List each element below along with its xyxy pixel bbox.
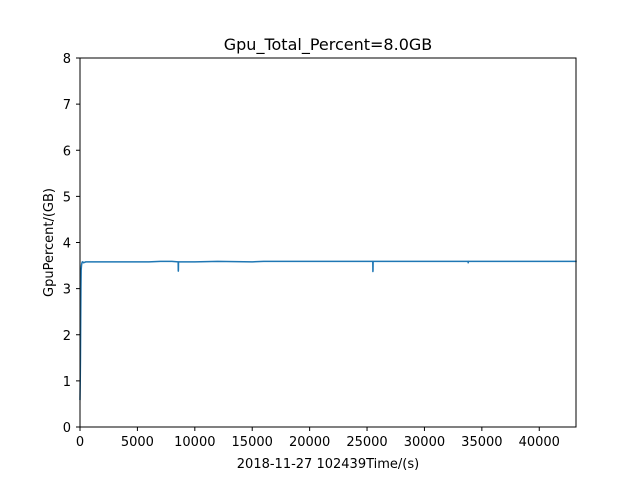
plot-area-frame (79, 57, 577, 428)
chart-title: Gpu_Total_Percent=8.0GB (224, 35, 433, 55)
x-axis-label: 2018-11-27 102439Time/(s) (237, 457, 419, 472)
x-tick-label: 25000 (346, 435, 387, 450)
y-tick-label: 4 (63, 237, 71, 252)
x-tick-label: 30000 (404, 435, 445, 450)
y-tick-label: 3 (63, 283, 71, 298)
series-layer (79, 260, 577, 401)
x-tick-label: 0 (76, 435, 84, 450)
x-tick-label: 5000 (121, 435, 154, 450)
y-tick-label: 6 (63, 144, 71, 159)
x-tick-label: 15000 (232, 435, 273, 450)
series-line (79, 260, 577, 401)
x-tick-label: 20000 (289, 435, 330, 450)
x-tick-label: 10000 (174, 435, 215, 450)
x-tick-label: 35000 (461, 435, 502, 450)
y-tick-label: 5 (63, 190, 71, 205)
y-tick-label: 2 (63, 329, 71, 344)
axis-ticks: 0 5000 10000 15000 20000 25000 30000 35000 40000… (63, 52, 560, 450)
y-tick-label: 1 (63, 375, 71, 390)
y-tick-label: 0 (63, 421, 71, 436)
y-tick-label: 8 (63, 52, 71, 67)
y-tick-label: 7 (63, 98, 71, 113)
y-axis-label: GpuPercent/(GB) (42, 188, 57, 297)
x-tick-label: 40000 (519, 435, 560, 450)
